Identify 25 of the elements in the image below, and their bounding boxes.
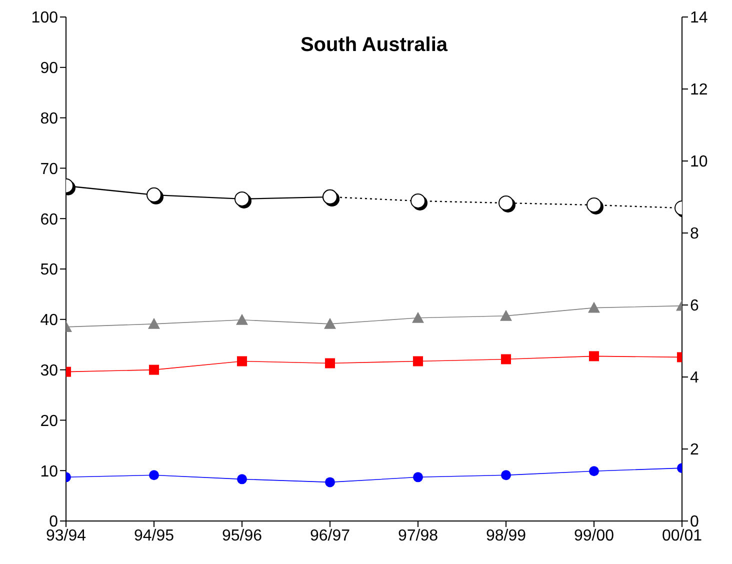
text: South Australia xyxy=(299,34,449,57)
y2-tick-label: 14 xyxy=(690,10,708,27)
y-tick-label: 100 xyxy=(31,10,58,27)
y2-tick-label: 10 xyxy=(690,154,708,171)
y2-tick-label: 6 xyxy=(690,298,699,315)
y-tick-label: 10 xyxy=(40,463,58,480)
x-tick-label: 99/00 xyxy=(574,527,614,544)
y2-tick-label: 2 xyxy=(690,442,699,459)
y-tick-label: 70 xyxy=(40,160,58,178)
y2-tick-label: 4 xyxy=(690,370,699,387)
x-tick-label: 96/97 xyxy=(310,527,350,544)
y2-tick-label: 12 xyxy=(690,82,708,99)
y-tick-label: 40 xyxy=(40,312,58,330)
y-tick-label: 60 xyxy=(40,211,58,228)
x-tick-label: 94/95 xyxy=(134,527,174,544)
y-tick-label: 30 xyxy=(40,362,58,380)
x-tick-label: 97/98 xyxy=(398,527,438,544)
x-tick-label: 98/99 xyxy=(486,527,526,544)
x-tick-label: 95/96 xyxy=(222,527,262,544)
y-tick-label: 50 xyxy=(40,262,58,279)
y-tick-label: 80 xyxy=(40,110,58,128)
x-tick-label: 93/94 xyxy=(46,527,86,544)
y-tick-label: 90 xyxy=(40,60,58,78)
y-tick-label: 20 xyxy=(40,412,58,430)
y2-tick-label: 8 xyxy=(690,226,699,243)
